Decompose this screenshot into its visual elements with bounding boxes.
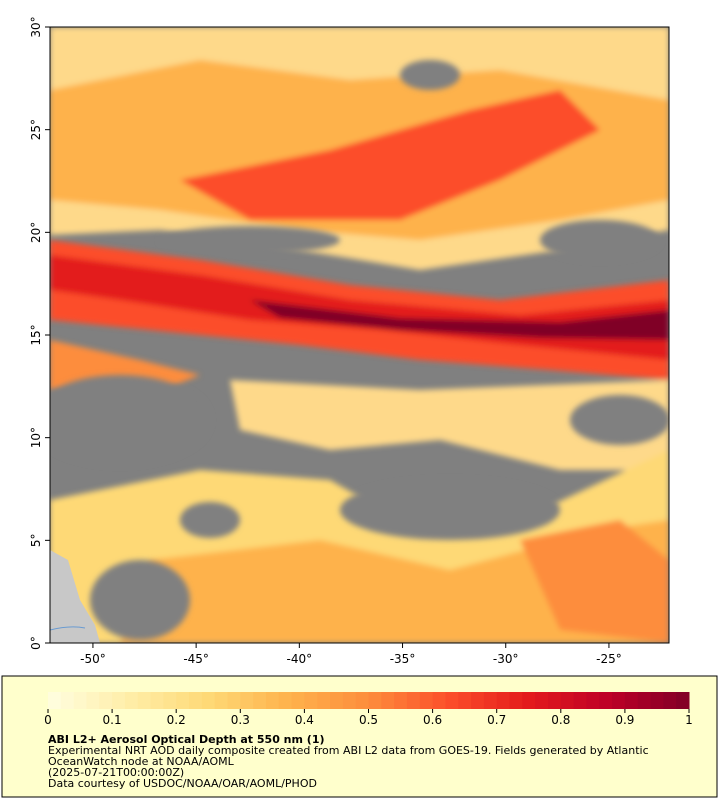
y-tick-label: 5°: [29, 534, 43, 548]
legend-credit: Data courtesy of USDOC/NOAA/OAR/AOML/PHO…: [48, 777, 317, 790]
colorbar-step: [547, 692, 562, 709]
colorbar-tick-label: 1: [685, 713, 693, 727]
colorbar-step: [496, 692, 511, 709]
colorbar-step: [48, 692, 62, 709]
y-tick-label: 10°: [29, 427, 43, 448]
colorbar-step: [201, 692, 216, 709]
colorbar-tick-label: 0.9: [615, 713, 634, 727]
colorbar-step: [573, 692, 587, 709]
colorbar-step: [522, 692, 536, 709]
colorbar-step: [637, 692, 652, 709]
colorbar-step: [124, 692, 139, 709]
colorbar-step: [214, 692, 228, 709]
colorbar-step: [368, 692, 382, 709]
colorbar-step: [381, 692, 395, 709]
x-tick-label: -35°: [390, 652, 416, 666]
colorbar-step: [355, 692, 369, 709]
colorbar-step: [676, 692, 690, 709]
colorbar-step: [317, 692, 331, 709]
colorbar-step: [253, 692, 267, 709]
colorbar-step: [189, 692, 203, 709]
y-tick-label: 25°: [29, 119, 43, 140]
colorbar-tick-label: 0.7: [487, 713, 506, 727]
y-tick-label: 20°: [29, 222, 43, 243]
aod-raster: [50, 27, 669, 643]
colorbar-step: [99, 692, 113, 709]
colorbar-step: [650, 692, 664, 709]
y-tick-label: 15°: [29, 324, 43, 345]
x-tick-label: -25°: [596, 652, 622, 666]
legend-title: ABI L2+ Aerosol Optical Depth at 550 nm …: [48, 733, 325, 746]
colorbar-step: [227, 692, 241, 709]
colorbar-step: [150, 692, 164, 709]
colorbar-step: [163, 692, 177, 709]
colorbar-step: [394, 692, 408, 709]
colorbar-step: [342, 692, 357, 709]
colorbar-step: [560, 692, 575, 709]
legend-description: Experimental NRT AOD daily composite cre…: [48, 744, 649, 757]
colorbar-step: [137, 692, 152, 709]
x-tick-label: -45°: [183, 652, 209, 666]
colorbar-step: [265, 692, 280, 709]
colorbar-step: [60, 692, 75, 709]
x-tick-label: -30°: [493, 652, 519, 666]
colorbar-tick-label: 0: [44, 713, 52, 727]
colorbar-step: [240, 692, 254, 709]
colorbar-tick-label: 0.6: [423, 713, 442, 727]
legend-description: OceanWatch node at NOAA/AOML: [48, 755, 235, 768]
colorbar-step: [612, 692, 626, 709]
colorbar-tick-label: 0.3: [231, 713, 250, 727]
colorbar-step: [599, 692, 613, 709]
colorbar-step: [73, 692, 87, 709]
colorbar-step: [624, 692, 639, 709]
colorbar-tick-label: 0.1: [103, 713, 122, 727]
colorbar-tick-label: 0.5: [359, 713, 378, 727]
y-tick-label: 0°: [29, 636, 43, 650]
colorbar-step: [458, 692, 472, 709]
colorbar-step: [291, 692, 305, 709]
colorbar-step: [471, 692, 485, 709]
colorbar-step: [278, 692, 293, 709]
x-tick-label: -50°: [80, 652, 106, 666]
colorbar-step: [509, 692, 523, 709]
colorbar-tick-label: 0.2: [167, 713, 186, 727]
colorbar-step: [586, 692, 600, 709]
y-tick-label: 30°: [29, 16, 43, 37]
x-tick-label: -40°: [287, 652, 313, 666]
colorbar-tick-label: 0.4: [295, 713, 314, 727]
colorbar-step: [663, 692, 677, 709]
legend-description: (2025-07-21T00:00:00Z): [48, 766, 184, 779]
colorbar-tick-label: 0.8: [551, 713, 570, 727]
colorbar-step: [432, 692, 446, 709]
colorbar-step: [112, 692, 126, 709]
colorbar-step: [483, 692, 498, 709]
colorbar-step: [406, 692, 421, 709]
colorbar-step: [535, 692, 549, 709]
colorbar-step: [86, 692, 100, 709]
colorbar-step: [176, 692, 190, 709]
colorbar-step: [304, 692, 318, 709]
colorbar-step: [445, 692, 459, 709]
colorbar-step: [330, 692, 344, 709]
colorbar-step: [419, 692, 434, 709]
